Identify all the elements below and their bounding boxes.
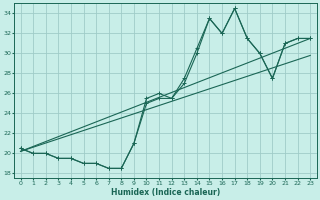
X-axis label: Humidex (Indice chaleur): Humidex (Indice chaleur) — [111, 188, 220, 197]
